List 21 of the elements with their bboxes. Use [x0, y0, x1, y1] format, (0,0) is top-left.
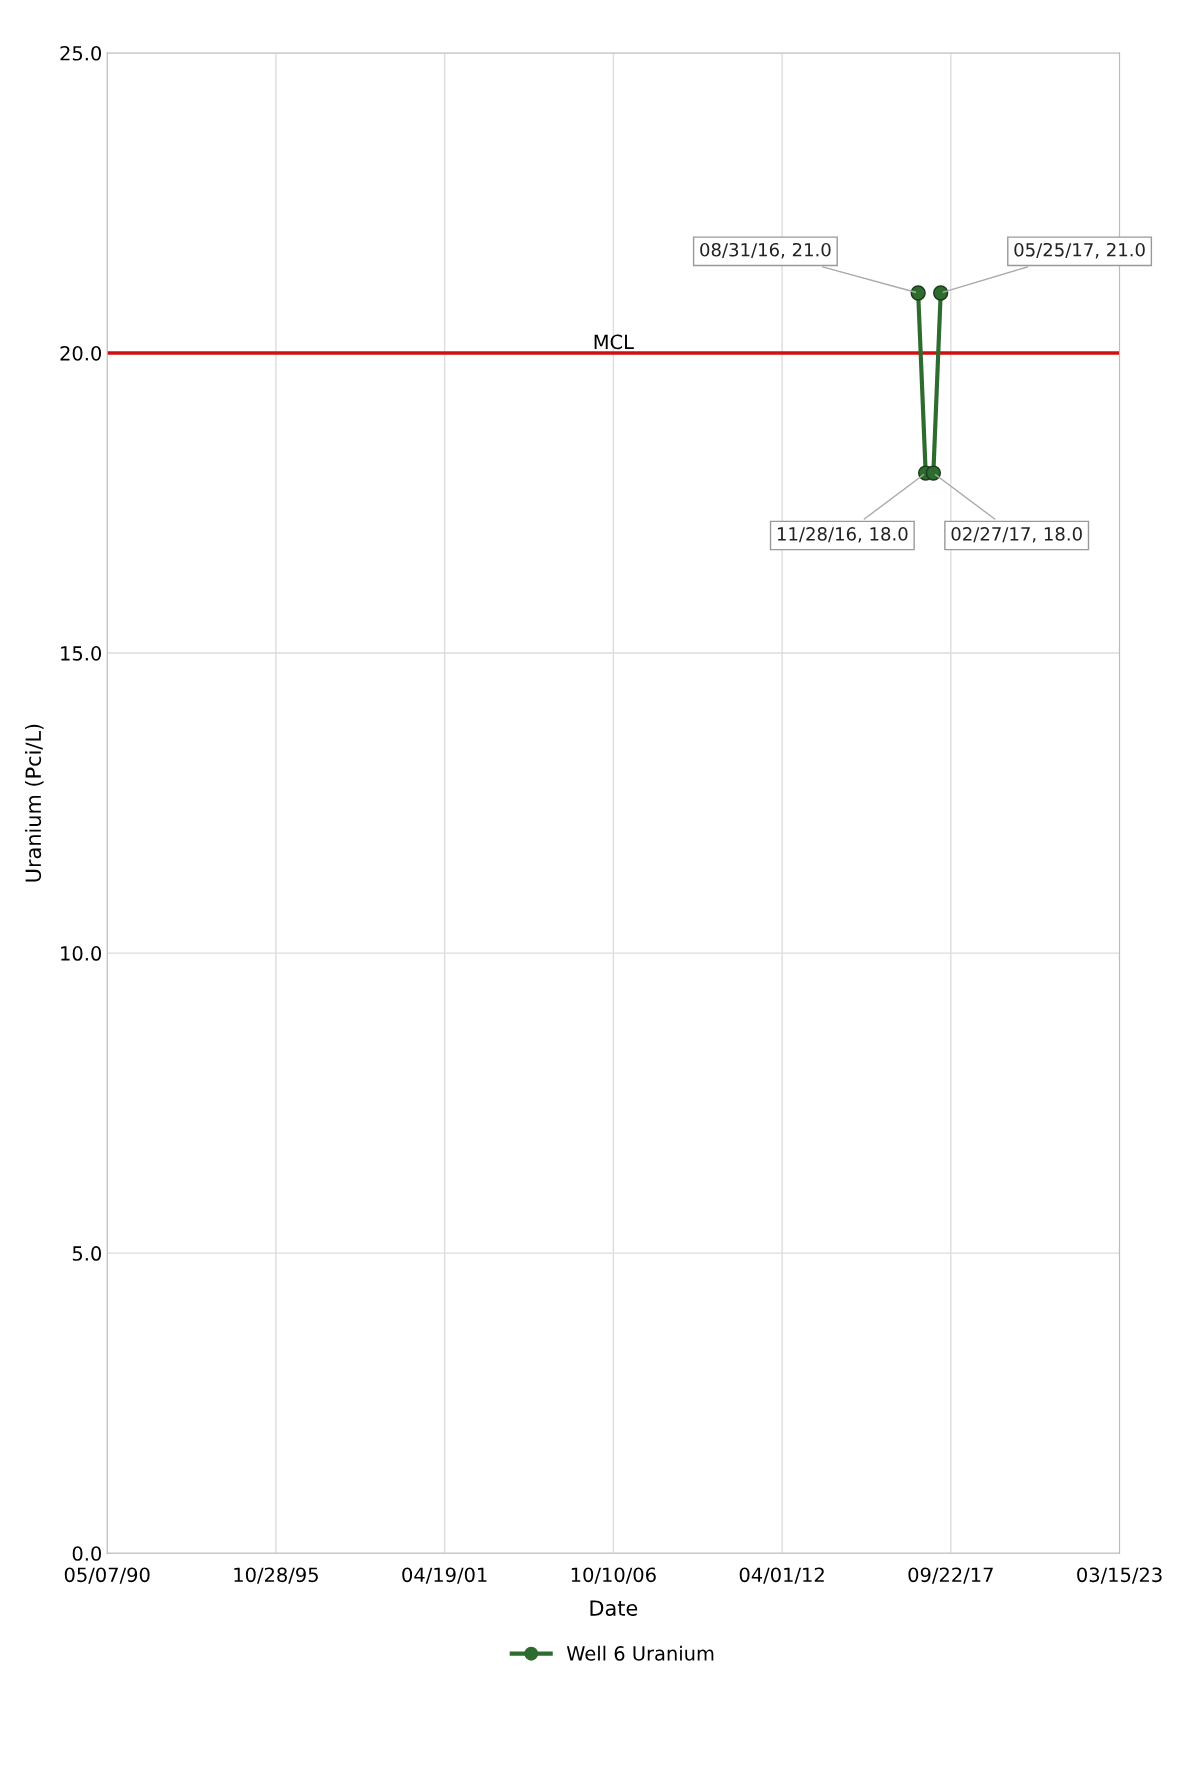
annotation: 11/28/16, 18.0: [777, 527, 908, 543]
y-axis-title: Uranium (Pci/L): [24, 724, 44, 882]
annotation: 02/27/17, 18.0: [951, 527, 1082, 543]
x-tick-label: 04/01/12: [739, 1567, 824, 1584]
ref-line-label: MCL: [594, 334, 634, 350]
x-tick-label: 10/28/95: [234, 1567, 318, 1584]
annotation: 08/31/16, 21.0: [700, 242, 831, 259]
y-tick-label: 0.0: [72, 1546, 102, 1561]
y-tick-label: 20.0: [60, 345, 102, 361]
x-tick-label: 05/07/90: [64, 1567, 150, 1584]
x-tick-label: 10/10/06: [571, 1567, 656, 1584]
x-axis-title: Date: [590, 1600, 638, 1616]
x-tick-label: 09/22/17: [908, 1567, 993, 1584]
annotation: 05/25/17, 21.0: [1014, 242, 1145, 259]
y-tick-label: 10.0: [61, 946, 102, 961]
y-tick-label: 15.0: [61, 646, 102, 661]
y-tick-label: 25.0: [60, 45, 102, 61]
legend-label: Well 6 Uranium: [566, 1645, 714, 1661]
x-tick-label: 04/19/01: [402, 1567, 487, 1584]
x-tick-label: 03/15/23: [1077, 1567, 1162, 1584]
y-tick-label: 5.0: [72, 1246, 102, 1261]
